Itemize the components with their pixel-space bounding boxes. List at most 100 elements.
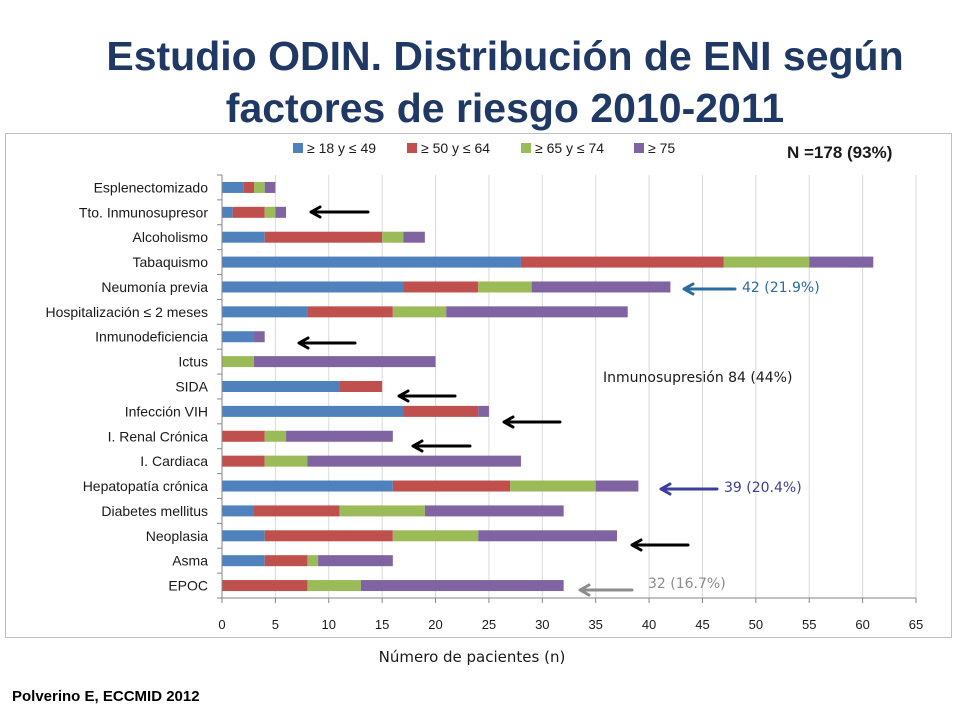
category-label: Inmunodeficiencia bbox=[95, 329, 208, 345]
bar-segment-series-3 bbox=[222, 356, 255, 368]
legend-swatch-50-64 bbox=[407, 143, 417, 153]
bar-segment-series-4 bbox=[809, 256, 874, 268]
bar-segment-series-2 bbox=[222, 580, 308, 592]
bar-segment-series-3 bbox=[339, 505, 425, 517]
bar-segment-series-4 bbox=[307, 455, 521, 467]
bar-segment-series-1 bbox=[222, 231, 265, 243]
bar-segment-series-2 bbox=[222, 430, 265, 442]
x-tick-label: 10 bbox=[322, 617, 336, 632]
annotation-neumonia-total: 42 (21.9%) bbox=[742, 280, 820, 296]
bar-segment-series-1 bbox=[222, 381, 340, 392]
category-label: I. Renal Crónica bbox=[108, 428, 209, 444]
legend-label-50-64: ≥ 50 y ≤ 64 bbox=[421, 140, 490, 156]
x-tick-label: 65 bbox=[909, 617, 923, 632]
bar-segment-series-1 bbox=[222, 555, 265, 567]
bar-segment-series-4 bbox=[360, 580, 564, 592]
arrow-epoc bbox=[578, 583, 634, 597]
x-tick-label: 25 bbox=[482, 617, 496, 632]
legend-label-18-49: ≥ 18 y ≤ 49 bbox=[307, 140, 376, 156]
bar-segment-series-4 bbox=[595, 480, 639, 492]
legend-label-75: ≥ 75 bbox=[648, 140, 675, 156]
arrow-renal-cronica bbox=[411, 439, 472, 453]
category-label: Diabetes mellitus bbox=[101, 503, 208, 519]
x-tick-label: 40 bbox=[642, 617, 656, 632]
bar-segment-series-2 bbox=[403, 281, 479, 293]
bar-segment-series-4 bbox=[424, 505, 564, 517]
x-tick-label: 35 bbox=[588, 617, 602, 632]
bar-segment-series-2 bbox=[339, 381, 383, 392]
legend-swatch-18-49 bbox=[293, 143, 303, 153]
bar-segment-series-4 bbox=[264, 181, 276, 193]
x-axis-label: Número de pacientes (n) bbox=[379, 648, 566, 666]
x-tick-label: 15 bbox=[375, 617, 389, 632]
bars bbox=[222, 181, 874, 592]
bar-segment-series-3 bbox=[392, 306, 447, 318]
category-label: Infección VIH bbox=[125, 403, 208, 419]
bar-segment-series-3 bbox=[723, 256, 810, 268]
x-tick-label: 55 bbox=[802, 617, 816, 632]
x-tick-label: 5 bbox=[272, 617, 279, 632]
bar-segment-series-2 bbox=[243, 181, 255, 193]
bar-segment-series-4 bbox=[478, 530, 618, 542]
arrow-neoplasia bbox=[630, 538, 690, 552]
bar-segment-series-1 bbox=[222, 281, 404, 293]
page-title: Estudio ODIN. Distribución de ENI según … bbox=[106, 33, 904, 131]
category-label: SIDA bbox=[175, 379, 208, 395]
bar-segment-series-4 bbox=[478, 405, 489, 417]
bar-segment-series-1 bbox=[222, 405, 404, 417]
bar-segment-series-3 bbox=[254, 181, 265, 193]
x-tick-label: 60 bbox=[855, 617, 869, 632]
bar-segment-series-4 bbox=[531, 281, 671, 293]
arrow-neumonia-previa bbox=[682, 282, 737, 296]
category-label: Hospitalización ≤ 2 meses bbox=[45, 304, 208, 320]
x-tick-label: 0 bbox=[218, 617, 225, 632]
category-label: Hepatopatía crónica bbox=[83, 478, 209, 494]
bar-segment-series-4 bbox=[446, 306, 628, 318]
source-citation: Polverino E, ECCMID 2012 bbox=[12, 688, 200, 705]
x-tick-labels: 0 5 10 15 20 25 30 35 40 45 50 55 60 65 bbox=[218, 617, 923, 632]
bar-segment-series-4 bbox=[403, 231, 425, 243]
bar-segment-series-1 bbox=[222, 530, 265, 542]
bar-segment-series-2 bbox=[222, 455, 265, 467]
annotation-hepatopatia-total: 39 (20.4%) bbox=[724, 480, 802, 496]
x-tick-label: 30 bbox=[535, 617, 549, 632]
x-tick-label: 45 bbox=[695, 617, 709, 632]
arrow-inmunodeficiencia bbox=[297, 336, 357, 350]
bar-segment-series-3 bbox=[264, 455, 308, 467]
sample-size-label: N =178 (93%) bbox=[787, 143, 892, 162]
bar-segment-series-2 bbox=[264, 231, 383, 243]
bar-segment-series-4 bbox=[286, 430, 393, 442]
category-label: Ictus bbox=[178, 354, 208, 370]
bar-segment-series-3 bbox=[307, 580, 361, 592]
bar-segment-series-2 bbox=[307, 306, 393, 318]
bar-segment-series-4 bbox=[318, 555, 393, 567]
bar-segment-series-2 bbox=[403, 405, 479, 417]
category-label: Tabaquismo bbox=[133, 254, 209, 270]
bar-segment-series-4 bbox=[254, 356, 436, 368]
legend-swatch-65-74 bbox=[521, 143, 531, 153]
bar-segment-series-2 bbox=[520, 256, 724, 268]
bar-segment-series-3 bbox=[392, 530, 479, 542]
bar-segment-series-3 bbox=[264, 206, 276, 218]
bar-segment-series-1 bbox=[222, 181, 244, 193]
arrow-sida bbox=[397, 389, 457, 403]
bar-segment-series-3 bbox=[382, 231, 404, 243]
x-tick-label: 20 bbox=[428, 617, 442, 632]
bar-segment-series-1 bbox=[222, 480, 393, 492]
arrow-tto-inmunosupresor bbox=[309, 205, 370, 219]
axes bbox=[217, 174, 917, 603]
legend-label-65-74: ≥ 65 y ≤ 74 bbox=[535, 140, 604, 156]
chart-frame bbox=[5, 133, 952, 638]
annotation-inmunosupresion-total: Inmunosupresión 84 (44%) bbox=[603, 370, 792, 386]
bar-segment-series-2 bbox=[392, 480, 511, 492]
category-label: Neumonía previa bbox=[101, 279, 208, 295]
bar-segment-series-1 bbox=[222, 505, 255, 517]
bar-segment-series-1 bbox=[222, 206, 233, 218]
category-label: Neoplasia bbox=[146, 528, 208, 544]
bar-segment-series-3 bbox=[264, 430, 287, 442]
category-label: Esplenectomizado bbox=[94, 179, 209, 195]
category-label: Asma bbox=[172, 553, 208, 569]
arrow-infeccion-vih bbox=[502, 415, 562, 429]
category-label: I. Cardiaca bbox=[140, 453, 208, 469]
